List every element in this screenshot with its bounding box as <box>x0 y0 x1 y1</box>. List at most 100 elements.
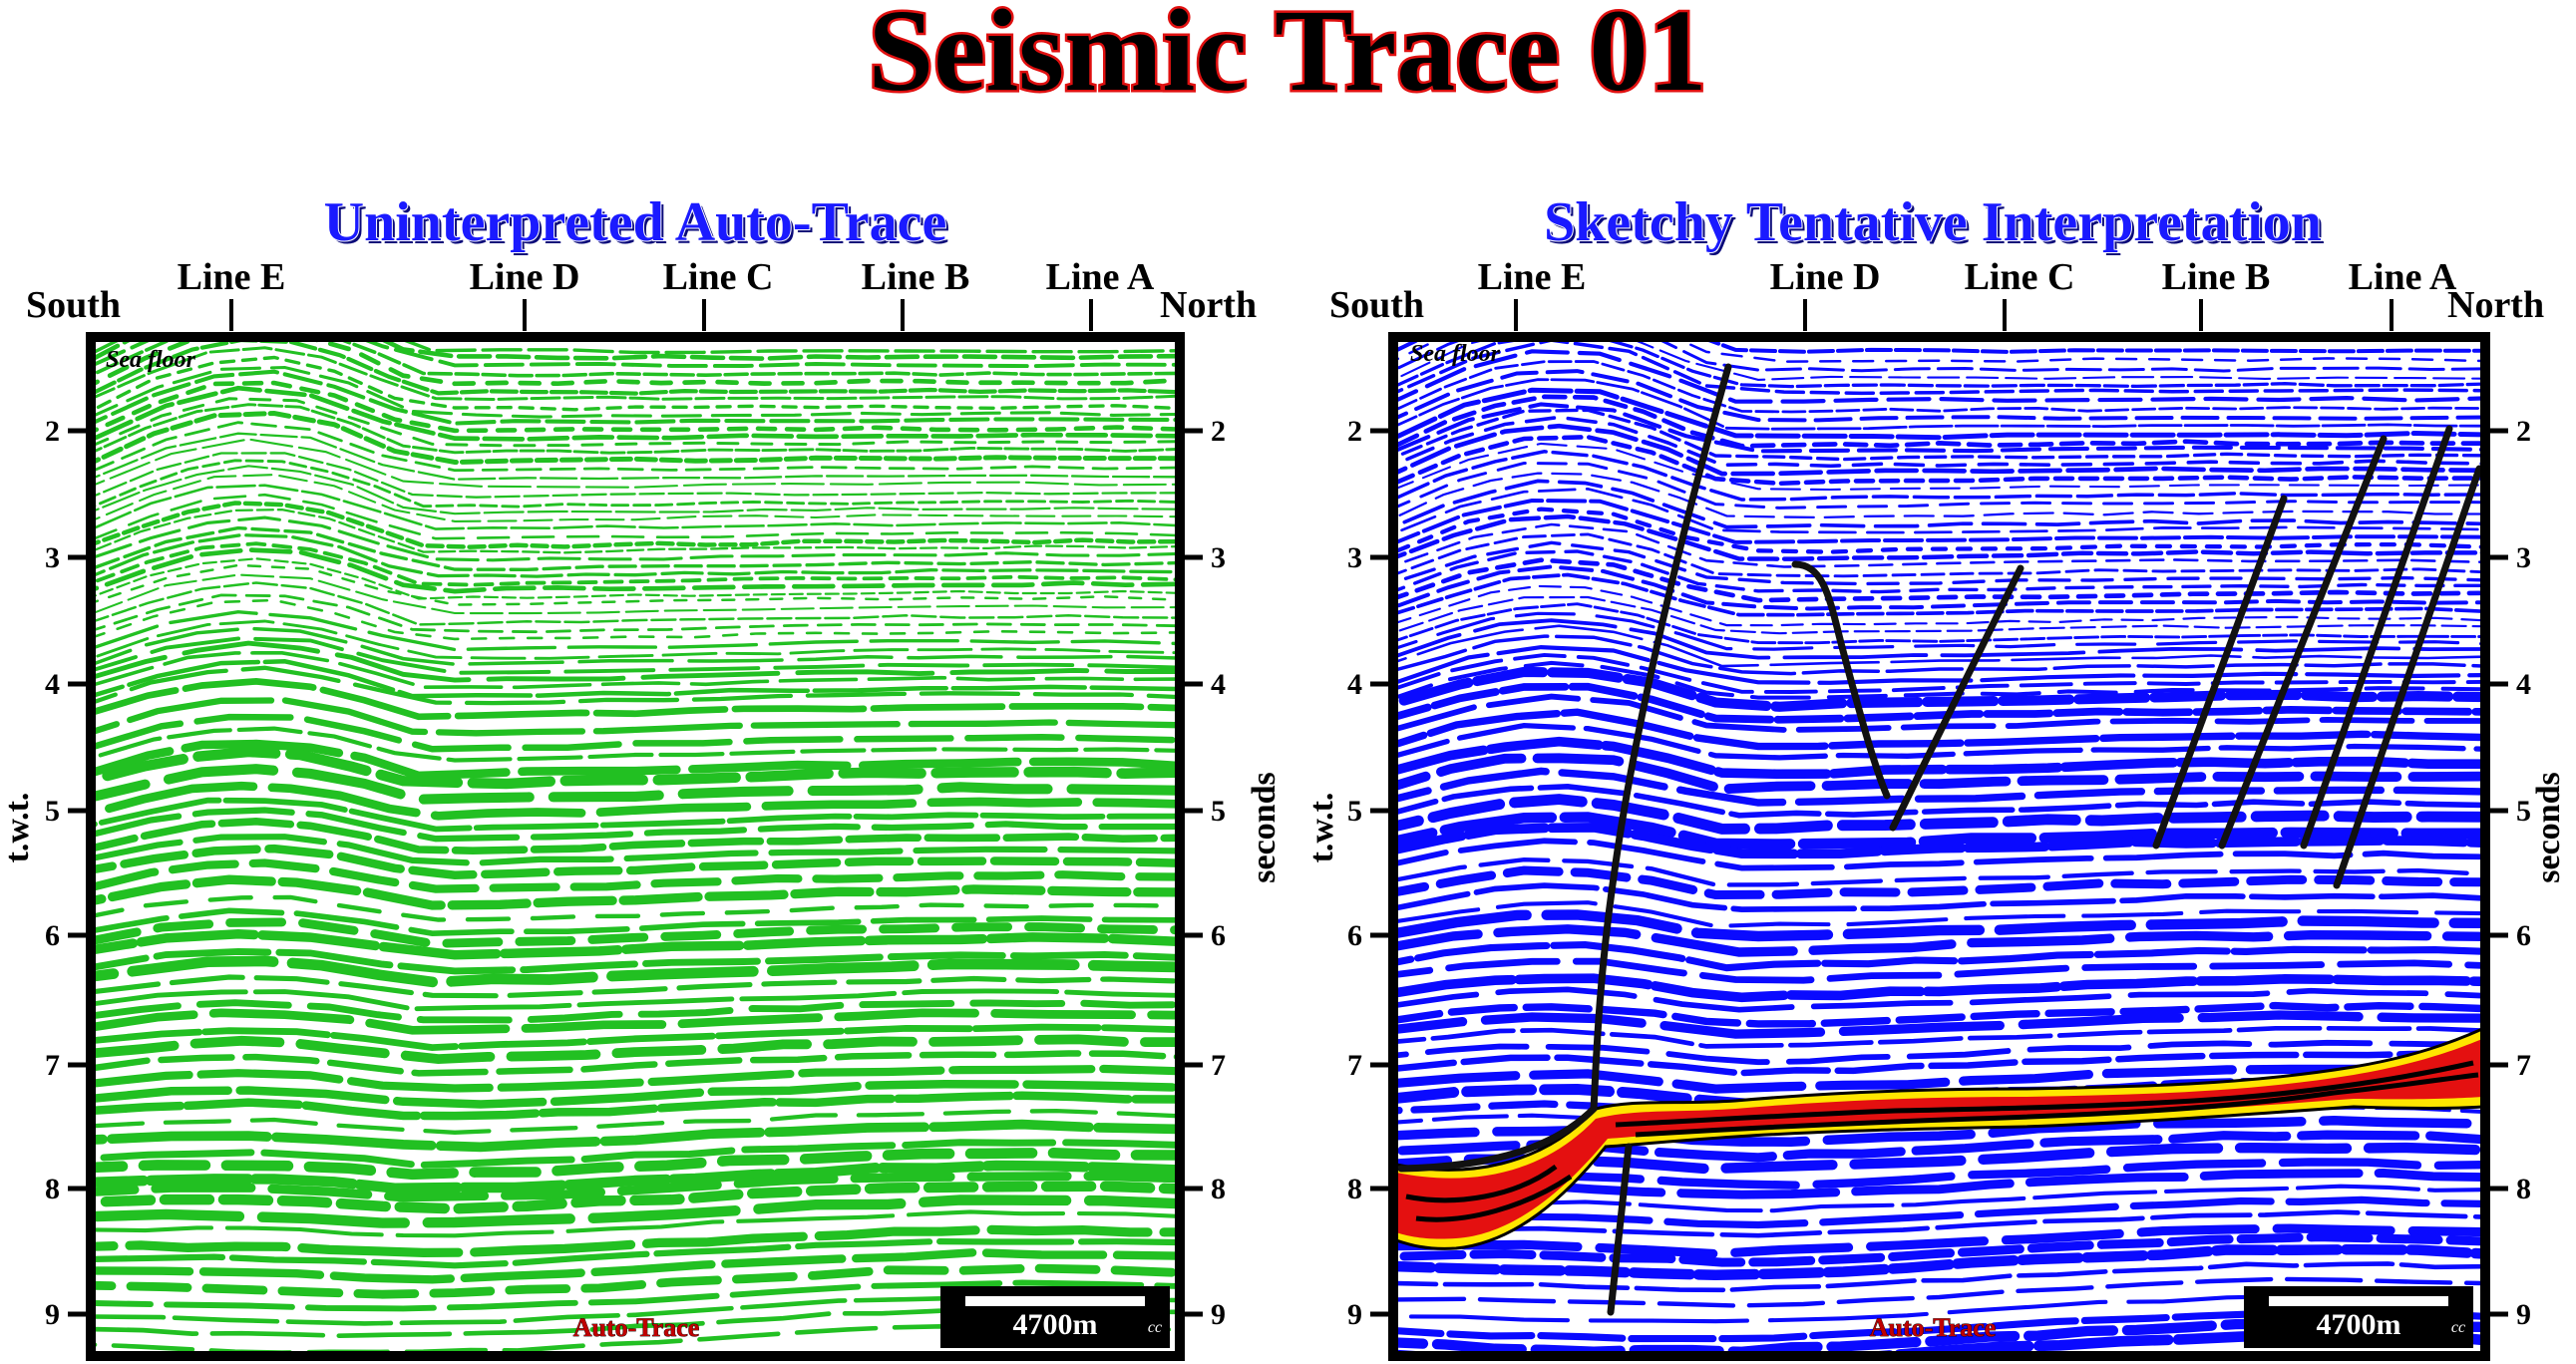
reflector-line <box>94 1247 1177 1284</box>
left-reflectors <box>94 341 1177 1353</box>
reflector-line <box>94 369 1177 426</box>
fault-b-2 <box>2218 435 2388 850</box>
reflector-line <box>94 581 1177 626</box>
reflector-line <box>94 834 1177 866</box>
left-sea-floor-label: Sea floor <box>106 347 196 373</box>
reflector-line <box>94 1119 1177 1153</box>
reflector-line <box>94 410 1177 466</box>
left-panel: Uninterpreted Auto-Trace Uninterpreted A… <box>0 190 1283 1361</box>
time-tick-label: 3 <box>45 541 60 574</box>
right-line-d-label: Line D <box>1770 256 1881 298</box>
reflector-line <box>94 1160 1177 1194</box>
time-tick-label: 9 <box>1211 1298 1226 1331</box>
reflector-line <box>94 1181 1177 1214</box>
time-tick-label: 3 <box>1347 541 1362 574</box>
reflector-line <box>1396 1261 2482 1293</box>
reflector-line <box>1396 838 2482 871</box>
reflector-line <box>1396 1195 2482 1229</box>
reflector-line <box>1396 909 2482 942</box>
reflector-line <box>94 844 1177 879</box>
left-south-label: South <box>26 284 121 326</box>
time-tick-label: 5 <box>2516 795 2531 828</box>
reflector-line <box>1396 341 2482 396</box>
reflector-line <box>94 1050 1177 1077</box>
time-tick-label: 7 <box>2516 1049 2531 1082</box>
fault-b-1 <box>2152 495 2288 850</box>
reflector-line <box>94 659 1177 699</box>
reflector-line <box>1396 722 2482 761</box>
reflector-line <box>1396 461 2482 510</box>
reflector-line <box>1396 341 2482 373</box>
reflector-line <box>1396 682 2482 724</box>
reflector-line <box>94 385 1177 442</box>
reflector-line <box>1396 408 2482 462</box>
reflector-line <box>1396 450 2482 502</box>
time-tick-label: 5 <box>1347 795 1362 828</box>
reflector-line <box>94 484 1177 530</box>
time-tick-label: 4 <box>2516 668 2531 701</box>
fault-c <box>1889 564 2024 832</box>
reflector-line <box>94 640 1177 683</box>
reflector-line <box>94 1080 1177 1109</box>
reflector-line <box>94 807 1177 843</box>
reflector-line <box>1396 708 2482 751</box>
right-north-label: North <box>2447 284 2544 326</box>
reflector-line <box>94 397 1177 448</box>
reflector-line <box>94 380 1177 434</box>
reflector-line <box>94 532 1177 578</box>
reflector-line <box>94 501 1177 549</box>
reflector-line <box>94 928 1177 960</box>
left-line-a-label: Line A <box>1046 256 1155 298</box>
reflector-line <box>1396 572 2482 617</box>
reflector-line <box>1396 584 2482 627</box>
time-tick-label: 4 <box>1347 668 1362 701</box>
time-tick-label: 7 <box>1347 1049 1362 1082</box>
reflector-line <box>94 713 1177 753</box>
reflector-line <box>94 459 1177 509</box>
reflector-line <box>94 341 1177 369</box>
time-tick-label: 4 <box>45 668 60 701</box>
time-tick-label: 8 <box>45 1173 60 1205</box>
time-tick-label: 4 <box>1211 668 1226 701</box>
reflector-line <box>94 999 1177 1024</box>
reflector-line <box>94 508 1177 554</box>
left-line-c-label: Line C <box>663 256 774 298</box>
reflector-line <box>1396 634 2482 676</box>
reflector-line <box>1396 856 2482 887</box>
right-seismic-section <box>1396 341 2482 1353</box>
reflector-line <box>1396 442 2482 492</box>
reflector-line <box>1396 564 2482 611</box>
reflector-line <box>1396 387 2482 441</box>
reflector-line <box>1396 479 2482 529</box>
reflector-line <box>1396 812 2482 850</box>
time-tick-label: 8 <box>1211 1173 1226 1205</box>
reflector-line <box>94 563 1177 606</box>
time-tick-label: 6 <box>1347 919 1362 952</box>
left-seismic-section <box>94 341 1177 1353</box>
reflector-line <box>1396 957 2482 984</box>
reflector-line <box>94 746 1177 790</box>
reflector-line <box>1396 823 2482 859</box>
reflector-line <box>1396 941 2482 972</box>
reflector-line <box>94 1194 1177 1228</box>
reflector-line <box>1396 767 2482 807</box>
left-twt-label: t.w.t. <box>0 793 36 863</box>
time-tick-label: 7 <box>1211 1049 1226 1082</box>
right-panel: Sketchy Tentative Interpretation Sketchy… <box>1303 190 2567 1361</box>
time-tick-label: 6 <box>2516 919 2531 952</box>
reflector-line <box>1396 783 2482 819</box>
reflector-line <box>1396 415 2482 469</box>
reflector-line <box>94 678 1177 721</box>
right-twt-label: t.w.t. <box>1303 793 1340 863</box>
time-tick-label: 9 <box>1347 1298 1362 1331</box>
reflector-line <box>94 541 1177 587</box>
reflector-line <box>94 1139 1177 1170</box>
left-footer-label: Auto-Trace <box>573 1313 700 1342</box>
time-tick-label: 3 <box>1211 541 1226 574</box>
reflector-line <box>94 474 1177 522</box>
fault-branch-deep <box>1607 1143 1633 1316</box>
reflector-line <box>1396 794 2482 835</box>
reflector-line <box>1396 540 2482 586</box>
reflector-line <box>1396 1209 2482 1238</box>
reflector-line <box>94 1237 1177 1269</box>
